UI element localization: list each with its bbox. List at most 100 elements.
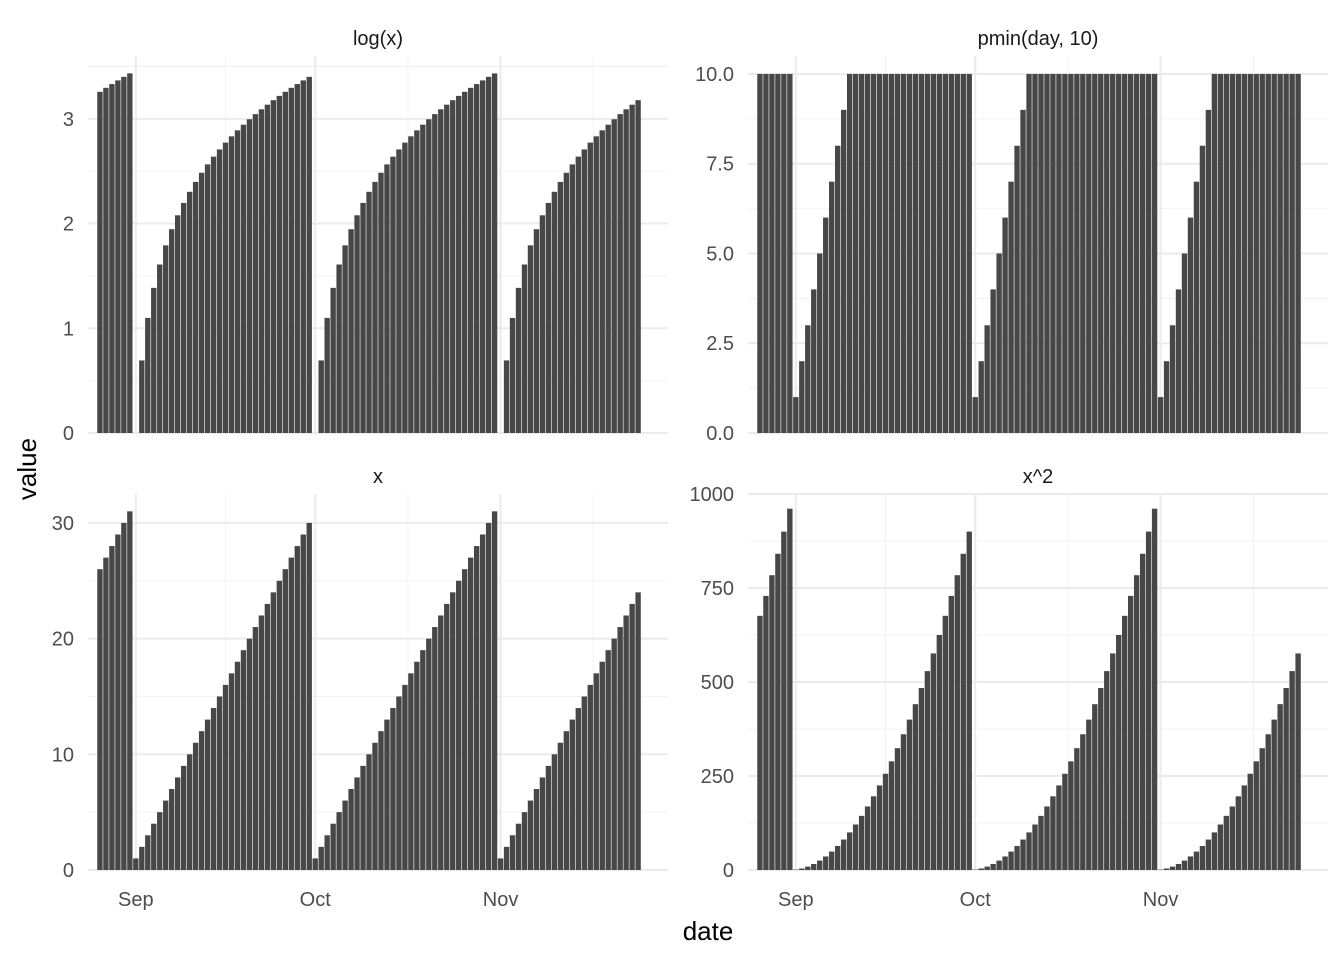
- bar: [593, 136, 599, 433]
- bar: [948, 595, 954, 870]
- y-tick-label: 1000: [690, 484, 735, 506]
- bar: [336, 264, 342, 433]
- bar: [103, 87, 109, 433]
- bar: [1127, 595, 1134, 870]
- bar: [1289, 671, 1295, 870]
- bar: [115, 534, 121, 870]
- facet-panel-3: x 0 10 20 30 Sep Oct Nov: [52, 466, 668, 911]
- bar: [1253, 73, 1259, 433]
- bar: [342, 800, 348, 870]
- bar: [888, 761, 895, 870]
- bar: [163, 245, 169, 433]
- bar: [396, 149, 402, 433]
- bar: [1223, 73, 1230, 433]
- bar: [545, 765, 552, 870]
- bar: [1068, 73, 1074, 433]
- bar: [775, 73, 781, 433]
- bar: [1074, 748, 1080, 870]
- bar: [276, 95, 283, 434]
- bar: [133, 858, 139, 870]
- y-tick-label: 250: [701, 766, 734, 788]
- bar: [324, 317, 330, 433]
- bar: [300, 80, 306, 434]
- x-tick-label: Nov: [483, 889, 519, 911]
- bar: [894, 73, 901, 433]
- bar: [629, 104, 635, 433]
- bar: [1026, 73, 1032, 433]
- bar: [366, 191, 372, 433]
- bar: [1038, 815, 1044, 870]
- bar: [210, 156, 217, 433]
- y-tick-label: 30: [52, 513, 74, 535]
- bar: [1116, 73, 1122, 433]
- bar: [966, 531, 972, 870]
- bar: [264, 104, 271, 433]
- bar: [390, 156, 396, 433]
- bar: [426, 119, 432, 433]
- bar: [515, 823, 522, 870]
- bar: [145, 317, 151, 433]
- bar: [527, 245, 534, 433]
- bar: [1157, 397, 1164, 433]
- bar: [960, 73, 966, 433]
- bar: [1229, 806, 1236, 870]
- bar: [870, 73, 877, 433]
- bar: [1145, 73, 1152, 433]
- bar: [539, 215, 546, 433]
- bar: [1277, 704, 1283, 870]
- bar: [491, 73, 498, 433]
- bar: [1241, 73, 1247, 433]
- bar: [258, 615, 265, 870]
- bar: [1133, 575, 1140, 870]
- bar: [972, 397, 978, 433]
- bar: [1151, 508, 1158, 870]
- bar: [234, 130, 241, 433]
- bar: [432, 114, 438, 434]
- bar: [1235, 796, 1241, 870]
- bar: [366, 754, 372, 870]
- bar: [876, 73, 883, 433]
- bar: [1247, 773, 1253, 870]
- facet-title: x^2: [1023, 466, 1054, 488]
- bar: [551, 191, 558, 433]
- bar: [1175, 863, 1182, 870]
- bar: [467, 87, 474, 433]
- bar: [186, 754, 193, 870]
- bar: [954, 73, 960, 433]
- bar: [1265, 734, 1271, 870]
- bar: [587, 684, 593, 870]
- bar: [485, 522, 492, 870]
- y-tick-label: 0: [63, 423, 74, 445]
- bar: [1056, 785, 1062, 870]
- y-tick-label: 750: [701, 578, 734, 600]
- bar: [402, 684, 408, 870]
- bar: [996, 253, 1002, 433]
- bar: [509, 835, 516, 870]
- bar: [240, 650, 247, 870]
- bar-group: [97, 511, 641, 870]
- bar: [1169, 325, 1176, 433]
- bar: [1110, 73, 1116, 433]
- bar: [623, 109, 629, 434]
- bar: [485, 76, 492, 433]
- x-tick-label: Oct: [960, 889, 992, 911]
- bar: [354, 215, 360, 433]
- bar: [623, 615, 629, 870]
- bar-group: [757, 73, 1301, 434]
- bar: [473, 84, 480, 433]
- bar: [342, 245, 348, 433]
- bar: [264, 603, 271, 870]
- bar: [509, 317, 516, 433]
- bar: [1122, 73, 1128, 433]
- bar: [1271, 73, 1277, 433]
- bar: [414, 661, 420, 870]
- bar: [936, 73, 943, 433]
- bar: [246, 119, 253, 433]
- bar: [204, 164, 211, 433]
- facet-title: log(x): [353, 28, 403, 50]
- bar: [444, 603, 450, 870]
- bar: [1181, 860, 1188, 870]
- bar: [1211, 73, 1218, 433]
- bar: [1127, 73, 1134, 433]
